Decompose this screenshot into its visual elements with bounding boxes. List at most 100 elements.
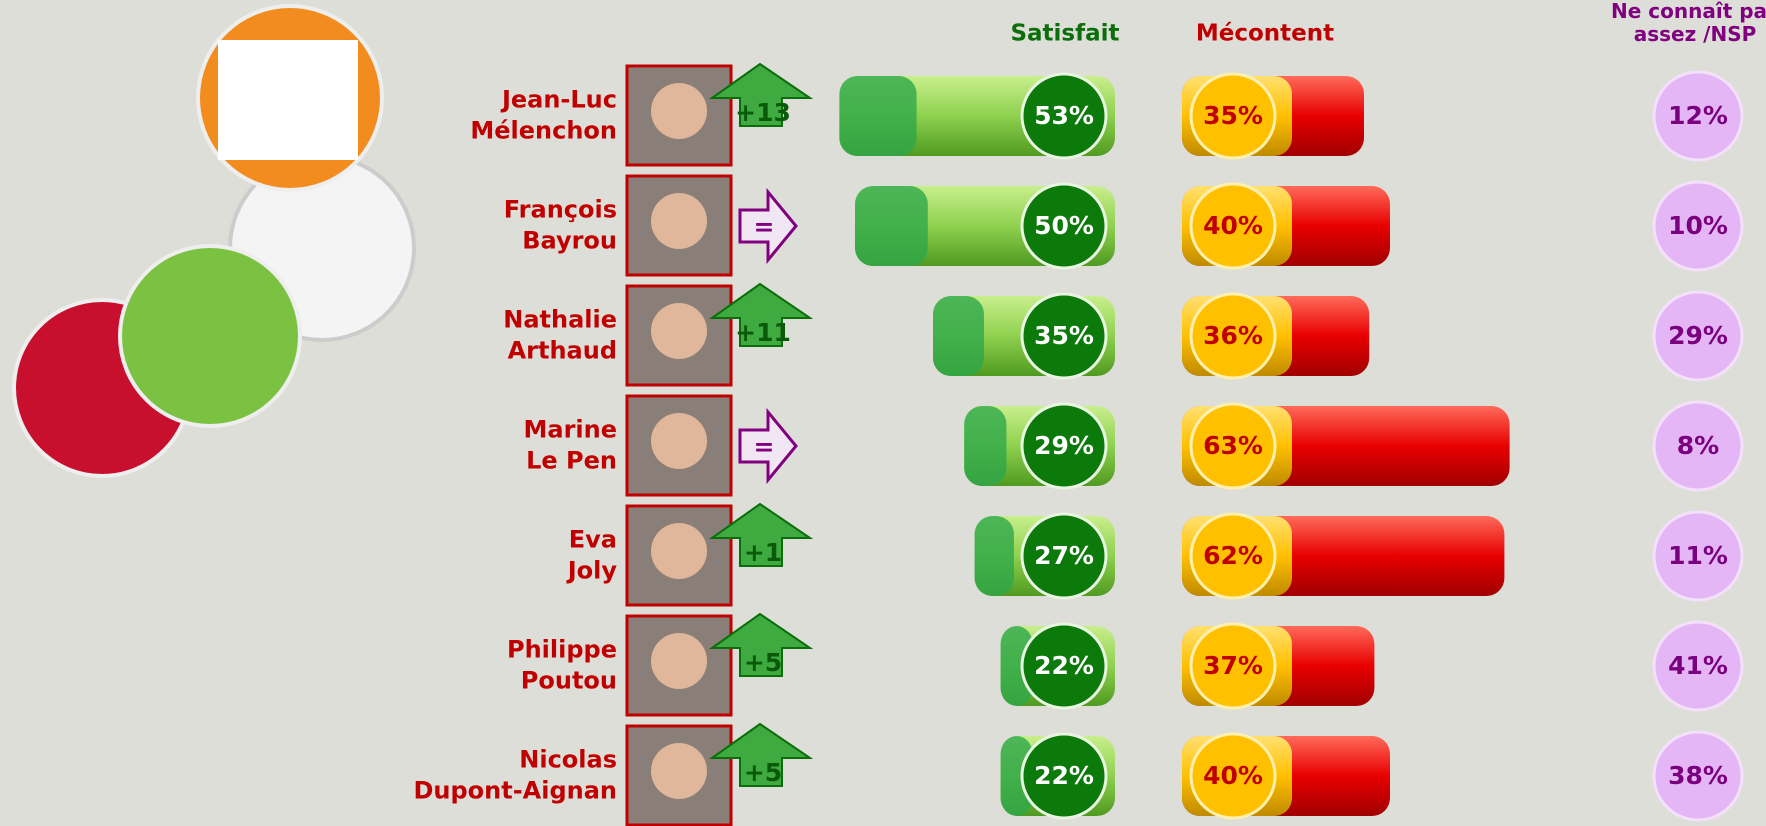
- candidate-name: Nicolas Dupont-Aignan: [413, 746, 617, 805]
- candidate-name: Nathalie Arthaud: [503, 306, 617, 365]
- value-label: 10%: [1668, 211, 1728, 240]
- value-label: 29%: [1034, 431, 1094, 460]
- candidate-name: Jean-Luc Mélenchon: [470, 86, 617, 145]
- bar-shade: [933, 296, 984, 376]
- value-circle: [1189, 622, 1277, 710]
- value-label: 38%: [1668, 761, 1728, 790]
- change-label: +13: [735, 98, 791, 127]
- value-label: 63%: [1203, 431, 1263, 460]
- header: Satisfait: [1010, 21, 1119, 47]
- value-label: 8%: [1677, 431, 1719, 460]
- value-circle: [1020, 72, 1108, 160]
- name-line: Marine: [523, 416, 617, 444]
- name-line: Poutou: [521, 667, 617, 695]
- arrow-up: [708, 62, 814, 127]
- name-line: Arthaud: [508, 337, 617, 365]
- name-line: Nicolas: [519, 746, 617, 774]
- value-circle: [1652, 510, 1744, 602]
- value-circle: [1652, 180, 1744, 272]
- change-label: =: [754, 212, 775, 241]
- value-label: 41%: [1668, 651, 1728, 680]
- value-label: 36%: [1203, 321, 1263, 350]
- photo-face: [651, 633, 707, 689]
- arrow-right: [738, 407, 798, 485]
- value-label: 53%: [1034, 101, 1094, 130]
- name-line: Joly: [566, 557, 618, 585]
- value-label: 40%: [1203, 761, 1263, 790]
- arrow-up: [708, 612, 814, 677]
- value-circle: [1020, 292, 1108, 380]
- photo: [625, 64, 733, 167]
- value-label: 22%: [1034, 651, 1094, 680]
- change-label: +1: [744, 538, 782, 567]
- value-circle: [1189, 182, 1277, 270]
- change-label: +11: [735, 318, 791, 347]
- value-circle: [1652, 400, 1744, 492]
- header: Mécontent: [1196, 21, 1334, 47]
- name-line: Mélenchon: [470, 117, 617, 145]
- value-circle: [1189, 512, 1277, 600]
- name-line: Nathalie: [503, 306, 617, 334]
- value-circle: [1652, 730, 1744, 822]
- bar-shade: [974, 516, 1014, 596]
- bar-shade: [839, 76, 917, 156]
- arrow-up: [708, 722, 814, 787]
- value-label: 35%: [1034, 321, 1094, 350]
- value-circle: [1189, 402, 1277, 490]
- bar-shade: [964, 406, 1007, 486]
- value-circle: [1652, 70, 1744, 162]
- value-label: 62%: [1203, 541, 1263, 570]
- value-circle: [1652, 620, 1744, 712]
- value-label: 11%: [1668, 541, 1728, 570]
- value-label: 50%: [1034, 211, 1094, 240]
- arrow-up: [708, 502, 814, 567]
- bar-shade: [1000, 626, 1033, 706]
- logo: [118, 244, 302, 428]
- value-label: 22%: [1034, 761, 1094, 790]
- value-label: 40%: [1203, 211, 1263, 240]
- photo-face: [651, 83, 707, 139]
- name-line: Philippe: [507, 636, 617, 664]
- header: Ne connaît pas assez /NSP: [1611, 0, 1766, 46]
- value-circle: [1189, 72, 1277, 160]
- change-label: +5: [744, 648, 782, 677]
- arrow-right: [738, 187, 798, 265]
- photo-face: [651, 303, 707, 359]
- value-circle: [1189, 732, 1277, 820]
- candidate-name: Marine Le Pen: [523, 416, 617, 475]
- value-circle: [1020, 402, 1108, 490]
- name-line: Bayrou: [522, 227, 617, 255]
- bar-shade: [1000, 736, 1033, 816]
- value-circle: [1020, 732, 1108, 820]
- candidate-name: François Bayrou: [504, 196, 617, 255]
- change-label: +5: [744, 758, 782, 787]
- party-logos: [12, 4, 416, 478]
- candidate-name: Philippe Poutou: [507, 636, 617, 695]
- value-label: 27%: [1034, 541, 1094, 570]
- photo-face: [651, 193, 707, 249]
- value-circle: [1652, 290, 1744, 382]
- value-label: 12%: [1668, 101, 1728, 130]
- photo-face: [651, 523, 707, 579]
- value-circle: [1020, 182, 1108, 270]
- value-circle: [1020, 512, 1108, 600]
- name-line: François: [504, 196, 617, 224]
- photo-face: [651, 413, 707, 469]
- name-line: Le Pen: [526, 447, 617, 475]
- value-label: 35%: [1203, 101, 1263, 130]
- logo-inner: [218, 40, 358, 160]
- name-line: Jean-Luc: [500, 86, 617, 114]
- value-label: 37%: [1203, 651, 1263, 680]
- name-line: Eva: [569, 526, 617, 554]
- value-circle: [1189, 292, 1277, 380]
- photo-face: [651, 743, 707, 799]
- arrow-up: [708, 282, 814, 347]
- candidate-name: Eva Joly: [566, 526, 618, 585]
- value-circle: [1020, 622, 1108, 710]
- change-label: =: [754, 432, 775, 461]
- value-label: 29%: [1668, 321, 1728, 350]
- name-line: Dupont-Aignan: [413, 777, 617, 805]
- bar-shade: [855, 186, 928, 266]
